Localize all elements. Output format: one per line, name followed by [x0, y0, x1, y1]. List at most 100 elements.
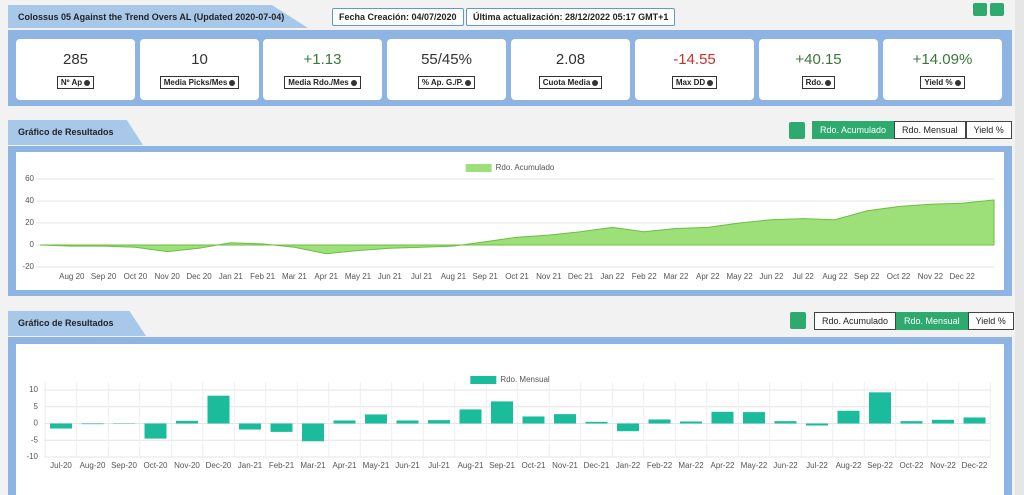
info-icon — [825, 79, 832, 86]
stat-label-text: Media Rdo./Mes — [288, 78, 349, 87]
x-tick-label: Feb 21 — [250, 272, 275, 281]
bar — [837, 410, 860, 424]
badge: Última actualización: 28/12/2022 05:17 G… — [466, 8, 676, 26]
x-tick-label: May-21 — [363, 461, 390, 470]
button-group: Rdo. Acumulado Rdo. Mensual Yield % — [814, 312, 1014, 330]
x-tick-label: Jul 22 — [793, 272, 815, 281]
info-icon — [954, 79, 961, 86]
x-tick-label: Mar-22 — [678, 461, 704, 470]
area — [39, 199, 995, 255]
toggle-button[interactable]: Rdo. Mensual — [894, 121, 966, 139]
legend-label: Rdo. Acumulado — [496, 163, 555, 172]
mail-button[interactable] — [990, 3, 1004, 16]
stat-label: Yield % — [920, 76, 965, 89]
download-button[interactable] — [789, 122, 805, 139]
x-tick-label: Oct-21 — [521, 461, 546, 470]
stat-card: 10 Media Picks/Mes — [140, 39, 259, 100]
x-tick-label: Jan 22 — [600, 272, 625, 281]
stat-card: 285 Nº Ap — [16, 39, 135, 100]
x-tick-label: Aug 21 — [441, 272, 467, 281]
x-tick-label: Nov-22 — [930, 461, 956, 470]
x-tick-label: Jul-21 — [428, 461, 450, 470]
stat-label: Cuota Media — [538, 76, 603, 89]
x-tick-label: Feb 22 — [632, 272, 657, 281]
y-tick-label: 0 — [30, 240, 35, 249]
x-tick-label: Aug 20 — [59, 272, 85, 281]
stat-card: 55/45% % Ap. G./P. — [387, 39, 506, 100]
bar — [365, 414, 387, 424]
x-tick-label: Jul 21 — [411, 272, 433, 281]
bar — [617, 423, 639, 432]
x-tick-label: Apr-21 — [332, 461, 357, 470]
bar — [239, 423, 261, 430]
toggle-button[interactable]: Rdo. Acumulado — [814, 312, 897, 330]
button-group: Rdo. Acumulado Rdo. Mensual Yield % — [812, 121, 1012, 139]
stat-label-text: Yield % — [924, 78, 953, 87]
info-icon — [350, 79, 357, 86]
info-icon — [707, 79, 714, 86]
toggle-button[interactable]: Rdo. Acumulado — [812, 121, 895, 139]
legend-swatch — [470, 376, 497, 384]
x-tick-label: Dec 20 — [186, 272, 212, 281]
y-tick-label: 40 — [25, 196, 34, 205]
x-tick-label: Feb-21 — [269, 461, 295, 470]
info-icon — [465, 79, 472, 86]
stat-value: 2.08 — [555, 51, 586, 68]
stat-value: -14.55 — [673, 51, 716, 68]
toggle-button[interactable]: Yield % — [965, 121, 1012, 139]
x-tick-label: Aug-22 — [836, 461, 862, 470]
x-tick-label: Nov 22 — [918, 272, 944, 281]
stat-label: Rdo. — [801, 76, 836, 89]
x-tick-label: Aug-20 — [80, 461, 106, 470]
info-icon — [84, 79, 91, 86]
x-tick-label: Sep 22 — [854, 272, 880, 281]
bar — [396, 420, 419, 424]
x-tick-label: Nov-20 — [174, 461, 200, 470]
x-tick-label: May 21 — [345, 272, 372, 281]
x-tick-label: May 22 — [726, 272, 753, 281]
stat-label-text: Nº Ap — [60, 78, 83, 87]
legend-label: Rdo. Mensual — [500, 375, 550, 384]
x-tick-label: Oct-20 — [143, 461, 168, 470]
x-tick-label: Mar-21 — [300, 461, 326, 470]
bar — [522, 416, 545, 424]
stat-card: +14.09% Yield % — [883, 39, 1002, 100]
bar — [900, 421, 923, 424]
bar — [963, 417, 986, 424]
x-tick-label: Oct 22 — [887, 272, 911, 281]
y-tick-label: 0 — [34, 419, 39, 428]
y-tick-label: -5 — [31, 435, 39, 444]
stat-card: +40.15 Rdo. — [759, 39, 878, 100]
x-tick-label: Jun 22 — [759, 272, 784, 281]
scrollbar[interactable] — [1015, 0, 1024, 495]
bar — [806, 423, 828, 426]
x-tick-label: Sep-22 — [867, 461, 893, 470]
stat-value: +1.13 — [303, 51, 342, 68]
bar — [81, 423, 104, 425]
header-title: Colossus 05 Against the Trend Overs AL (… — [8, 5, 308, 28]
bar — [585, 421, 608, 424]
x-tick-label: Jun-22 — [773, 461, 798, 470]
x-tick-label: Sep-20 — [111, 461, 137, 470]
info-icon — [229, 79, 236, 86]
toggle-button[interactable]: Yield % — [967, 312, 1014, 330]
stat-label-text: Media Picks/Mes — [163, 78, 228, 87]
stat-label: Media Picks/Mes — [159, 76, 240, 89]
bar — [554, 414, 576, 424]
stat-card: +1.13 Media Rdo./Mes — [263, 39, 382, 100]
y-tick-label: 60 — [25, 174, 34, 183]
stat-label: Nº Ap — [56, 76, 95, 89]
stat-label-text: % Ap. G./P. — [421, 78, 464, 87]
x-tick-label: Aug 22 — [822, 272, 848, 281]
bar — [743, 412, 765, 424]
legend-swatch — [465, 164, 492, 172]
stat-card: -14.55 Max DD — [635, 39, 754, 100]
x-tick-label: Oct 20 — [124, 272, 148, 281]
section-title: Gráfico de Resultados — [8, 311, 146, 336]
toggle-button[interactable]: Rdo. Mensual — [896, 312, 968, 330]
download-button[interactable] — [973, 3, 987, 16]
x-tick-label: Jan-22 — [616, 461, 641, 470]
bar — [428, 420, 450, 424]
download-button[interactable] — [790, 312, 806, 329]
